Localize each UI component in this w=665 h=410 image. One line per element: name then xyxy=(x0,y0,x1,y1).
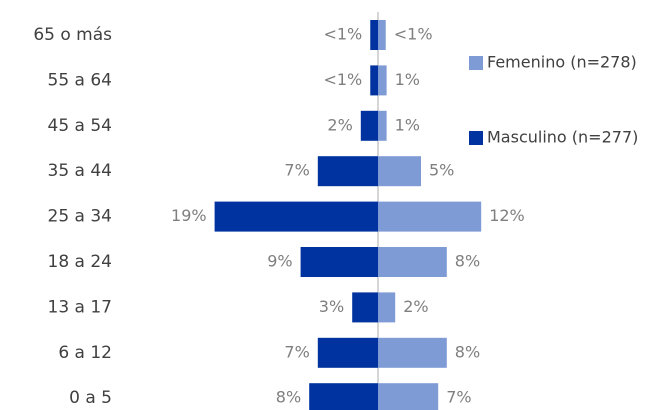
value-label: 3% xyxy=(319,297,344,316)
bar xyxy=(378,337,447,368)
bar xyxy=(370,20,378,50)
bar xyxy=(378,20,386,50)
bar xyxy=(317,156,378,187)
bar xyxy=(352,292,378,323)
value-label: 19% xyxy=(171,206,207,225)
value-label: 5% xyxy=(429,161,454,180)
bar xyxy=(317,337,378,368)
category-label: 45 a 54 xyxy=(48,116,113,136)
value-label: <1% xyxy=(323,25,362,44)
legend-label: Femenino (n=278) xyxy=(487,53,637,72)
legend-swatch xyxy=(469,131,483,145)
value-label: 2% xyxy=(403,297,428,316)
value-label: 12% xyxy=(489,206,525,225)
category-label: 18 a 24 xyxy=(48,252,113,272)
value-label: 7% xyxy=(446,388,471,407)
value-label: 1% xyxy=(395,70,420,89)
value-label: 8% xyxy=(455,252,480,271)
bar xyxy=(378,156,421,187)
bar xyxy=(378,247,447,277)
bar xyxy=(214,201,378,232)
bar xyxy=(378,292,396,323)
value-label: <1% xyxy=(323,70,362,89)
category-label: 0 a 5 xyxy=(69,388,112,408)
value-label: 2% xyxy=(327,115,352,134)
category-label: 25 a 34 xyxy=(48,207,113,227)
bar xyxy=(378,383,439,410)
bar xyxy=(370,65,378,96)
value-label: 7% xyxy=(284,342,309,361)
legend-label: Masculino (n=277) xyxy=(487,128,638,147)
category-label: 6 a 12 xyxy=(58,343,112,363)
bar xyxy=(378,110,387,141)
bar xyxy=(378,201,482,232)
value-label: 8% xyxy=(455,342,480,361)
value-label: 8% xyxy=(276,388,301,407)
value-label: 7% xyxy=(284,161,309,180)
bar xyxy=(378,65,387,96)
value-label: 9% xyxy=(267,252,292,271)
category-label: 55 a 64 xyxy=(48,70,113,90)
category-label: 65 o más xyxy=(33,25,112,45)
value-label: 1% xyxy=(395,115,420,134)
category-label: 35 a 44 xyxy=(48,161,113,181)
category-label: 13 a 17 xyxy=(48,297,113,317)
bar xyxy=(300,247,378,277)
bar xyxy=(360,110,378,141)
value-label: <1% xyxy=(394,25,433,44)
legend-swatch xyxy=(469,56,483,70)
bar xyxy=(309,383,378,410)
